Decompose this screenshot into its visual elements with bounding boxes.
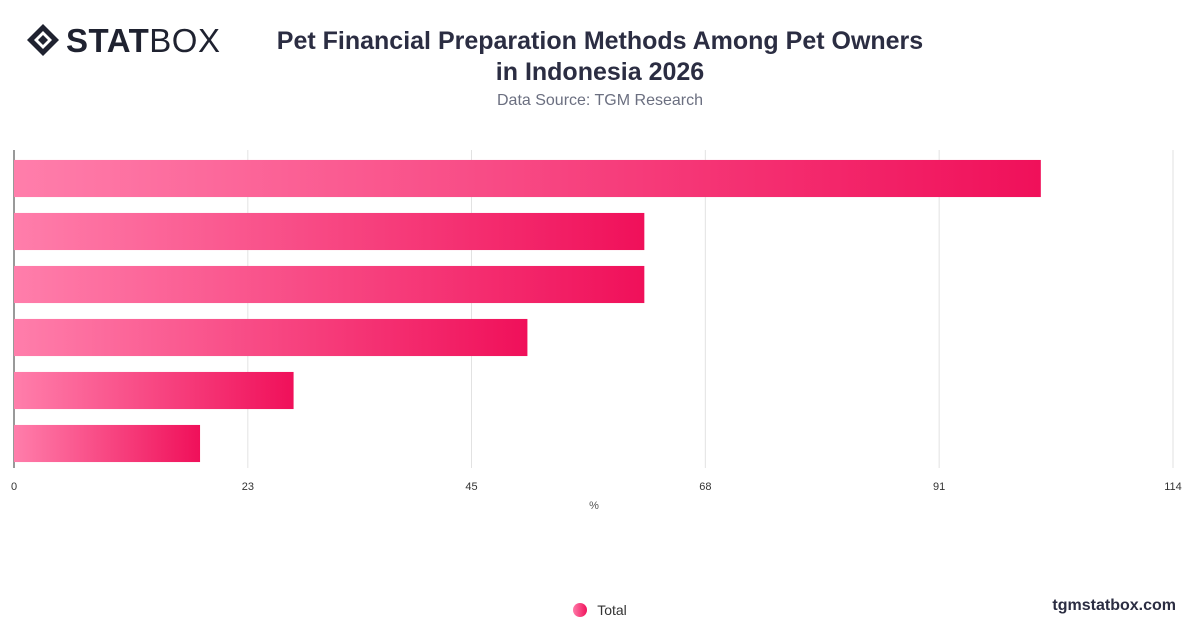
x-tick-label: 0 xyxy=(11,481,17,493)
grid-lines xyxy=(13,150,1174,468)
chart-title-line-1: Pet Financial Preparation Methods Among … xyxy=(276,27,924,55)
x-tick-label: 23 xyxy=(242,481,254,493)
x-tick-label: 114 xyxy=(1164,481,1182,493)
diamond-logo-icon xyxy=(27,24,59,56)
chart-subtitle: Data Source: TGM Research xyxy=(496,92,703,109)
logo-text: STATBOX xyxy=(66,24,220,57)
x-axis-label: % xyxy=(589,500,599,512)
x-tick-label: 45 xyxy=(465,481,477,493)
logo-text-light: BOX xyxy=(149,21,221,59)
legend-marker[interactable] xyxy=(573,603,588,617)
x-tick-label: 91 xyxy=(933,481,945,493)
bar[interactable] xyxy=(14,159,1041,198)
x-axis-ticks: 0 23 45 68 91 114 xyxy=(11,481,1182,493)
statbox-logo: STATBOX xyxy=(26,22,220,58)
bar[interactable] xyxy=(14,212,645,251)
logo-text-bold: STAT xyxy=(66,21,150,59)
legend: Total xyxy=(0,602,1200,618)
chart-title-line-2: in Indonesia 2026 xyxy=(495,58,705,86)
bar[interactable] xyxy=(14,318,528,357)
website-watermark: tgmstatbox.com xyxy=(1052,597,1176,614)
x-tick-label: 68 xyxy=(699,481,711,493)
bar[interactable] xyxy=(14,371,294,410)
bar[interactable] xyxy=(14,265,645,304)
chart-title: Pet Financial Preparation Methods Among … xyxy=(240,26,960,88)
legend-label-total[interactable]: Total xyxy=(597,602,627,618)
bars xyxy=(14,159,1041,463)
bar[interactable] xyxy=(14,424,201,463)
